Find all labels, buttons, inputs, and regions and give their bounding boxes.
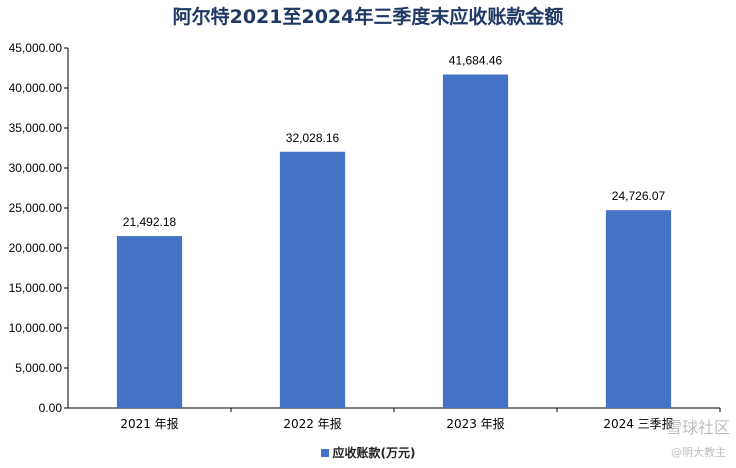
y-tick-label: 40,000.00 [9, 81, 63, 95]
data-label: 41,684.46 [449, 54, 503, 68]
y-tick-label: 15,000.00 [9, 281, 63, 295]
y-tick-label: 5,000.00 [15, 361, 62, 375]
bar [442, 74, 509, 408]
bar [605, 210, 672, 408]
data-label: 24,726.07 [612, 189, 666, 203]
data-label: 32,028.16 [286, 131, 340, 145]
y-tick-label: 20,000.00 [9, 241, 63, 255]
bar [279, 151, 346, 408]
watermark-author: @明大教主 [671, 446, 726, 459]
y-tick-label: 45,000.00 [9, 41, 63, 55]
chart-title: 阿尔特2021至2024年三季度末应收账款金额 [172, 6, 564, 28]
x-tick-label: 2021 年报 [120, 416, 178, 431]
data-label: 21,492.18 [123, 215, 177, 229]
watermark-logo-text: 雪球社区 [665, 418, 730, 437]
y-tick-label: 25,000.00 [9, 201, 63, 215]
legend-swatch [320, 448, 329, 457]
x-tick-label: 2023 年报 [446, 416, 504, 431]
y-tick-label: 35,000.00 [9, 121, 63, 135]
x-tick-label: 2022 年报 [283, 416, 341, 431]
legend-label: 应收账款(万元) [332, 446, 416, 460]
y-tick-label: 0.00 [39, 401, 63, 415]
bar [116, 236, 183, 408]
y-tick-label: 10,000.00 [9, 321, 63, 335]
y-tick-label: 30,000.00 [9, 161, 63, 175]
x-tick-label: 2024 三季报 [603, 416, 673, 431]
legend: 应收账款(万元) [0, 444, 736, 461]
